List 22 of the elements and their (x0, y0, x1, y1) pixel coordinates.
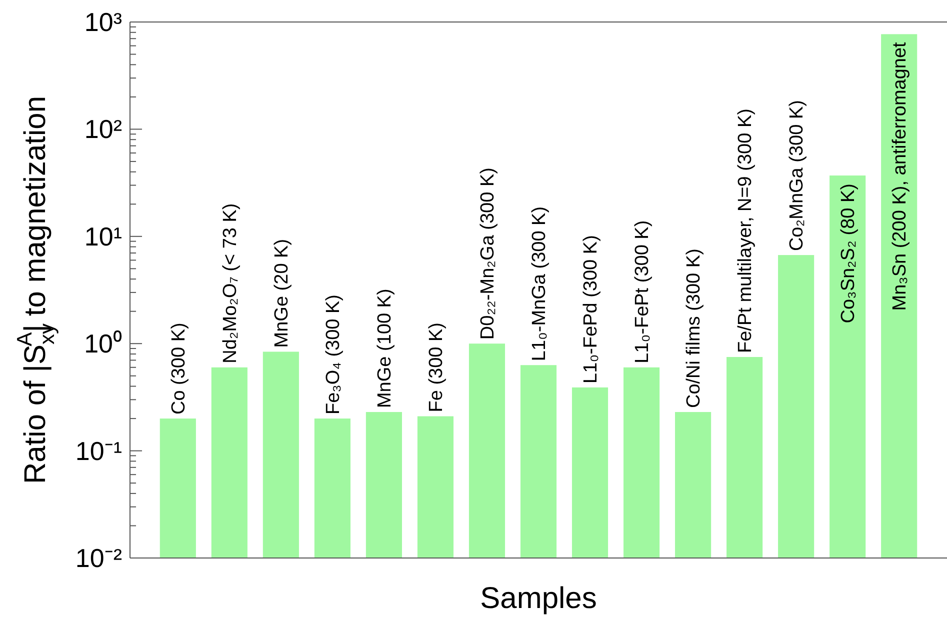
x-tick-label: Fe (300 K) (426, 322, 448, 412)
x-tick-label: L1₀-FePt (300 K) (632, 220, 654, 364)
x-tick-label: D0₂₂-Mn₂Ga (300 K) (478, 168, 499, 340)
x-tick-label: L1₀-FePd (300 K) (580, 235, 602, 384)
x-tick-label: Fe₃O₄ (300 K) (323, 294, 344, 415)
y-tick-label: 10⁻² (75, 543, 122, 573)
x-tick-label: Co₂MnGa (300 K) (786, 100, 808, 252)
x-tick-label: Co (300 K) (168, 322, 190, 415)
x-tick-label: Fe/Pt multilayer, N=9 (300 K) (735, 108, 756, 353)
x-tick-label: Mn₃Sn (200 K), antiferromagnet (890, 41, 911, 311)
y-tick-label: 10² (84, 114, 122, 144)
y-tick-label: 10¹ (84, 221, 122, 252)
y-tick-label: 10⁻¹ (75, 436, 122, 466)
x-tick-label: Nd₂Mo₂O₇ (< 73 K) (220, 203, 242, 364)
x-tick-label: MnGe (20 K) (272, 238, 293, 348)
x-tick-label: Co/Ni films (300 K) (684, 248, 705, 408)
x-axis-title: Samples (480, 582, 597, 615)
y-tick-label: 10⁰ (84, 328, 122, 359)
x-tick-label: MnGe (100 K) (374, 288, 396, 408)
x-tick-label: L1₀-MnGa (300 K) (529, 206, 550, 362)
x-tick-label: Co₃Sn₂S₂ (80 K) (838, 183, 860, 324)
y-tick-label: 10³ (84, 7, 122, 37)
